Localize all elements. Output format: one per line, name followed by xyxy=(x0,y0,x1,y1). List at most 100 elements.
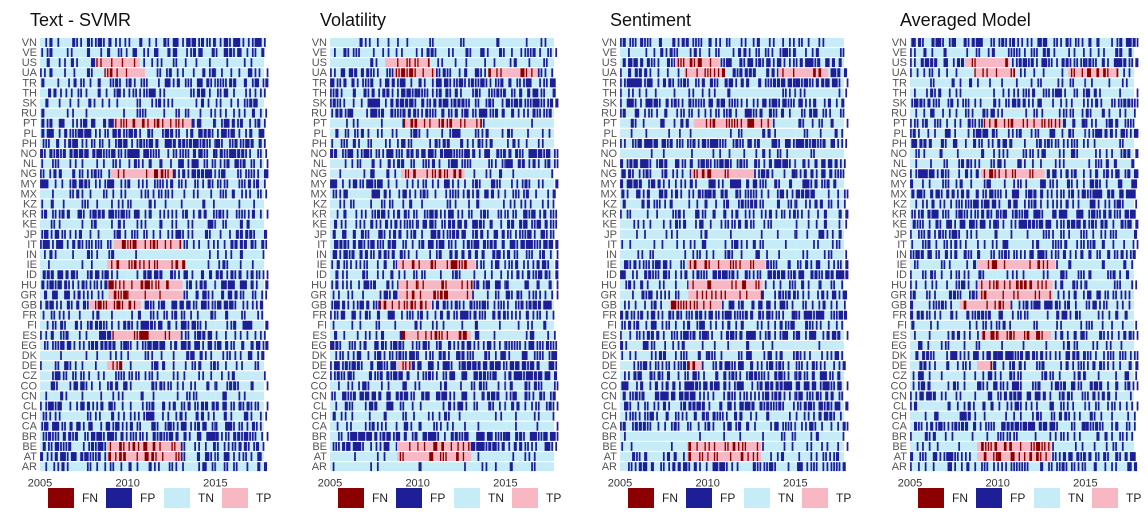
fp-cell xyxy=(495,159,497,168)
fn-cell xyxy=(471,280,473,289)
fp-cell xyxy=(145,190,147,199)
fp-cell xyxy=(542,351,544,360)
fp-cell xyxy=(99,89,101,98)
fp-cell xyxy=(229,139,231,148)
fp-cell xyxy=(492,190,494,199)
fp-cell xyxy=(534,210,536,219)
fp-cell xyxy=(222,291,224,300)
fp-cell xyxy=(80,78,82,87)
fp-cell xyxy=(435,99,437,108)
fp-cell xyxy=(360,341,362,350)
fp-cell xyxy=(224,169,226,178)
fp-cell xyxy=(360,220,362,229)
fp-cell xyxy=(539,220,541,229)
fp-cell xyxy=(335,220,337,229)
fp-cell xyxy=(369,331,371,340)
fp-cell xyxy=(163,89,165,98)
fp-cell xyxy=(549,149,551,158)
fp-cell xyxy=(393,210,395,219)
fp-cell xyxy=(385,190,387,199)
fp-cell xyxy=(523,159,525,168)
fp-cell xyxy=(535,291,537,300)
fp-cell xyxy=(510,149,512,158)
tn-cell xyxy=(330,139,554,148)
fp-cell xyxy=(60,402,62,411)
fp-cell xyxy=(526,179,528,188)
fp-cell xyxy=(484,311,486,320)
fp-cell xyxy=(331,139,333,148)
fp-cell xyxy=(110,38,112,47)
fp-cell xyxy=(147,149,149,158)
fp-cell xyxy=(95,38,97,47)
fp-cell xyxy=(90,129,92,138)
fp-cell xyxy=(155,38,157,47)
fp-cell xyxy=(70,341,72,350)
fp-cell xyxy=(519,311,521,320)
fp-cell xyxy=(388,78,390,87)
fp-cell xyxy=(71,48,73,57)
fp-cell xyxy=(170,341,172,350)
fp-cell xyxy=(65,89,67,98)
fp-cell xyxy=(52,371,54,380)
fp-cell xyxy=(157,48,159,57)
fp-cell xyxy=(186,291,188,300)
fp-cell xyxy=(115,38,117,47)
fp-cell xyxy=(555,220,557,229)
fp-cell xyxy=(244,392,246,401)
fp-cell xyxy=(511,291,513,300)
fp-cell xyxy=(463,301,465,310)
fp-cell xyxy=(76,402,78,411)
fp-cell xyxy=(261,301,263,310)
fp-cell xyxy=(47,230,49,239)
fp-cell xyxy=(263,351,265,360)
fp-cell xyxy=(402,200,404,209)
fp-cell xyxy=(95,220,97,229)
fp-cell xyxy=(240,260,242,269)
fp-cell xyxy=(424,149,426,158)
heatmap-row-jp xyxy=(40,230,267,239)
fp-cell xyxy=(417,220,419,229)
fp-cell xyxy=(44,442,46,451)
fp-cell xyxy=(486,351,488,360)
fp-cell xyxy=(479,139,481,148)
heatmap-row-th xyxy=(40,89,266,98)
fp-cell xyxy=(243,402,245,411)
fp-cell xyxy=(177,38,179,47)
fp-cell xyxy=(370,139,372,148)
fp-cell xyxy=(70,381,72,390)
fp-cell xyxy=(146,179,148,188)
fp-cell xyxy=(197,159,199,168)
fp-cell xyxy=(448,351,450,360)
fp-cell xyxy=(435,48,437,57)
fp-cell xyxy=(469,250,471,259)
fp-cell xyxy=(64,422,66,431)
fp-cell xyxy=(400,109,402,118)
fp-cell xyxy=(380,78,382,87)
fp-cell xyxy=(51,119,53,128)
fp-cell xyxy=(530,48,532,57)
fp-cell xyxy=(362,129,364,138)
fp-cell xyxy=(351,109,353,118)
fp-cell xyxy=(135,432,137,441)
fp-cell xyxy=(43,119,45,128)
fp-cell xyxy=(335,179,337,188)
fp-cell xyxy=(252,381,254,390)
fp-cell xyxy=(237,159,239,168)
fp-cell xyxy=(345,149,347,158)
fp-cell xyxy=(240,351,242,360)
fp-cell xyxy=(528,210,530,219)
fp-cell xyxy=(147,48,149,57)
heatmap-row-br xyxy=(40,432,268,441)
fp-cell xyxy=(376,58,378,67)
fp-cell xyxy=(538,260,540,269)
fp-cell xyxy=(80,321,82,330)
fp-cell xyxy=(384,351,386,360)
fp-cell xyxy=(424,270,426,279)
fp-cell xyxy=(377,341,379,350)
fp-cell xyxy=(80,119,82,128)
fp-cell xyxy=(192,361,194,370)
fp-cell xyxy=(341,89,343,98)
fp-cell xyxy=(498,78,500,87)
fp-cell xyxy=(225,280,227,289)
fp-cell xyxy=(511,179,513,188)
